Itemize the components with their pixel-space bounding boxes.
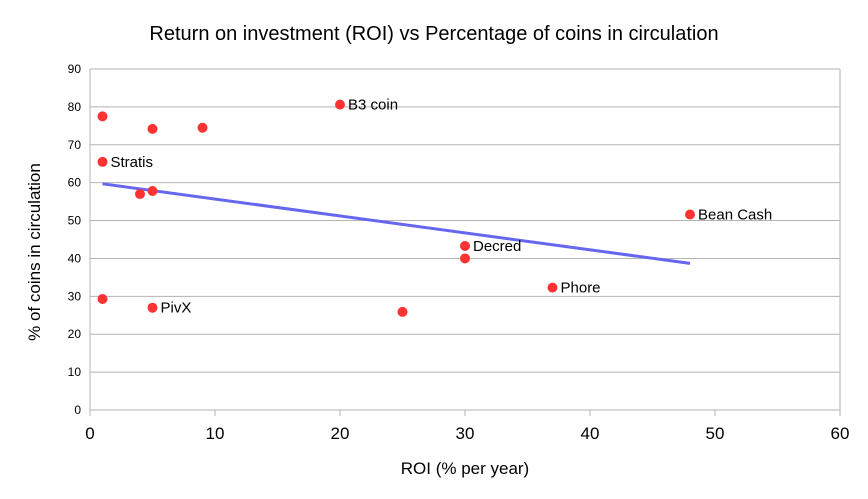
y-tick-label: 80 xyxy=(68,100,82,114)
data-point xyxy=(460,240,470,251)
data-point xyxy=(547,282,558,293)
data-point xyxy=(335,99,345,110)
x-tick-label: 50 xyxy=(706,424,725,443)
x-tick-label: 0 xyxy=(85,424,94,443)
x-axis-label: ROI (% per year) xyxy=(401,459,529,478)
point-label: Phore xyxy=(561,280,601,297)
grid-lines xyxy=(90,68,840,411)
data-point xyxy=(97,111,108,122)
data-point xyxy=(97,293,108,304)
y-axis-label: % of coins in circulation xyxy=(25,163,44,341)
y-tick-label: 10 xyxy=(68,365,82,379)
point-label: Stratis xyxy=(111,154,154,171)
x-tick-labels: 0 10 20 30 40 50 60 xyxy=(85,424,849,443)
y-tick-label: 40 xyxy=(68,251,82,265)
chart-title: Return on investment (ROI) vs Percentage… xyxy=(149,23,718,45)
data-point xyxy=(135,189,145,200)
x-tick-label: 40 xyxy=(581,424,600,443)
data-point xyxy=(397,306,408,317)
trendline xyxy=(102,182,691,265)
x-tick-label: 20 xyxy=(331,424,350,443)
x-tick-label: 10 xyxy=(206,424,225,443)
y-tick-label: 90 xyxy=(68,62,82,76)
point-label: B3 coin xyxy=(348,97,398,114)
y-tick-label: 30 xyxy=(68,289,82,303)
point-label: Decred xyxy=(473,238,521,255)
y-tick-label: 50 xyxy=(68,214,82,228)
data-point xyxy=(685,209,695,220)
y-tick-label: 70 xyxy=(68,138,82,152)
data-points xyxy=(97,99,695,317)
y-tick-label: 60 xyxy=(68,176,82,190)
point-labels: B3 coin Stratis Bean Cash Decred Phore PivX xyxy=(111,97,773,317)
data-point xyxy=(147,302,158,313)
trendline-group xyxy=(102,182,691,265)
x-tick-label: 30 xyxy=(456,424,475,443)
data-point xyxy=(147,186,158,197)
axes xyxy=(89,69,841,416)
y-tick-label: 0 xyxy=(74,403,81,417)
y-tick-labels: 0 10 20 30 40 50 60 70 80 90 xyxy=(68,62,82,417)
data-point xyxy=(197,122,208,133)
point-label: Bean Cash xyxy=(698,206,772,223)
data-point xyxy=(460,253,470,264)
data-point xyxy=(97,156,108,167)
data-point xyxy=(147,123,158,134)
point-label: PivX xyxy=(161,300,192,317)
y-tick-label: 20 xyxy=(68,327,82,341)
x-tick-label: 60 xyxy=(831,424,850,443)
